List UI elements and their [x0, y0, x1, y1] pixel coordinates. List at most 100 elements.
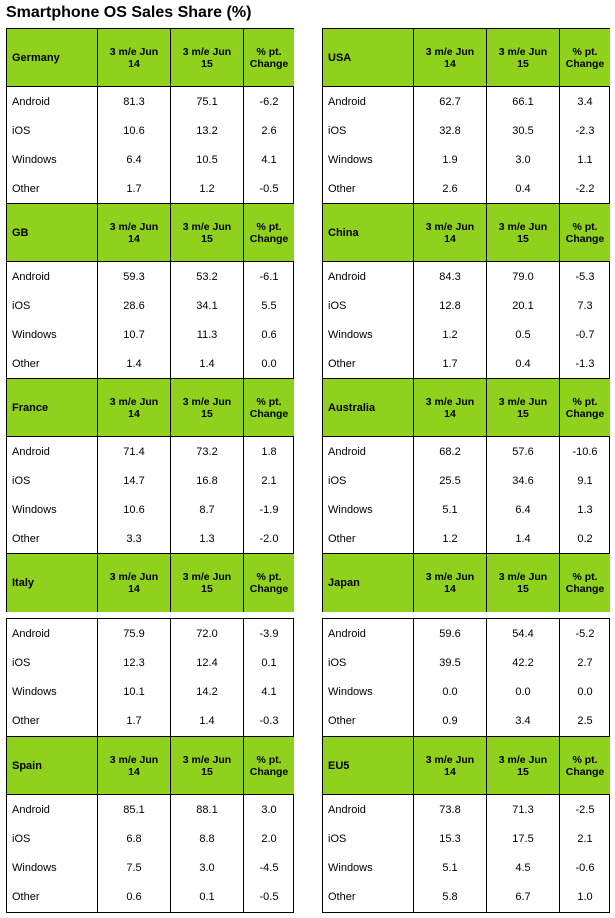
country-name: France: [7, 379, 98, 437]
table-body-germany: Android 81.3 75.1 -6.2 iOS 10.6 13.2 2.6 Windows…: [6, 86, 294, 205]
table-cell: 2.6: [414, 174, 487, 204]
table-header-usa: USA 3 m/e Jun 14 3 m/e Jun 15% pt. Change: [322, 28, 610, 87]
row-label: iOS: [7, 291, 98, 321]
table-cell: 53.2: [171, 262, 244, 292]
table-cell: 6.7: [487, 882, 560, 912]
table-cell: 13.2: [171, 116, 244, 146]
table-header-france: France 3 m/e Jun 14 3 m/e Jun 15% pt. Chan…: [6, 378, 294, 437]
row-label: Android: [323, 795, 414, 825]
row-label: Windows: [323, 853, 414, 883]
table-cell: 3.0: [487, 145, 560, 175]
row-label: iOS: [323, 466, 414, 496]
table-cell: -1.3: [575, 358, 595, 371]
table-cell: 79.0: [487, 262, 560, 292]
column-header: 3 m/e Jun 15: [487, 554, 560, 612]
table-cell: 3.4: [487, 706, 560, 736]
table-body-italy: Android 75.9 72.0 -3.9 iOS 12.3 12.4 0.1 Windows…: [6, 618, 294, 737]
country-name: Australia: [323, 379, 414, 437]
table-cell: 59.3: [98, 262, 171, 292]
row-label: iOS: [7, 116, 98, 146]
table-cell: 75.1: [171, 87, 244, 117]
table-cell: 0.2: [577, 533, 593, 546]
table-cell: 0.1: [261, 656, 277, 669]
table-cell: -0.7: [575, 329, 595, 342]
country-name: EU5: [323, 737, 414, 795]
country-name: Italy: [7, 554, 98, 612]
table-cell: 8.7: [171, 495, 244, 525]
table-cell: 1.2: [414, 524, 487, 554]
table-cell: 88.1: [171, 795, 244, 825]
table-cell: 1.4: [171, 706, 244, 736]
table-cell: 2.1: [577, 832, 593, 845]
row-label: Windows: [7, 853, 98, 883]
table-body-usa: Android 62.7 66.1 3.4 iOS 32.8 30.5 -2.3 Windows…: [322, 86, 610, 205]
column-header: 3 m/e Jun 14: [98, 29, 171, 87]
table-cell: 71.4: [98, 437, 171, 467]
table-header-germany: Germany 3 m/e Jun 14 3 m/e Jun 15% pt. Cha…: [6, 28, 294, 87]
country-name: Spain: [7, 737, 98, 795]
table-header-spain: Spain 3 m/e Jun 14 3 m/e Jun 15% pt. Chang…: [6, 736, 294, 795]
table-cell: 34.1: [171, 291, 244, 321]
page-title: Smartphone OS Sales Share (%): [6, 4, 252, 21]
country-name: Germany: [7, 29, 98, 87]
column-header: % pt. Change: [244, 29, 294, 87]
table-cell: -6.1: [259, 270, 279, 283]
table-cell: 0.6: [98, 882, 171, 912]
row-label: Android: [323, 437, 414, 467]
row-label: iOS: [323, 291, 414, 321]
table-cell: 1.7: [414, 349, 487, 379]
row-label: Other: [323, 706, 414, 736]
table-body-france: Android 71.4 73.2 1.8 iOS 14.7 16.8 2.1 Windows 1…: [6, 436, 294, 555]
column-header: 3 m/e Jun 14: [414, 204, 487, 262]
table-cell: 1.1: [577, 154, 593, 167]
table-cell: 14.2: [171, 677, 244, 707]
row-label: Other: [323, 174, 414, 204]
table-cell: 1.3: [171, 524, 244, 554]
table-cell: 11.3: [171, 320, 244, 350]
table-cell: 20.1: [487, 291, 560, 321]
table-cell: 39.5: [414, 648, 487, 678]
table-cell: 1.7: [98, 706, 171, 736]
row-label: Other: [323, 524, 414, 554]
table-cell: 2.1: [261, 474, 277, 487]
column-header: 3 m/e Jun 15: [171, 379, 244, 437]
column-header: 3 m/e Jun 14: [98, 204, 171, 262]
table-cell: 5.5: [261, 299, 277, 312]
table-cell: -0.5: [259, 183, 279, 196]
table-cell: 75.9: [98, 619, 171, 649]
table-cell: 0.0: [414, 677, 487, 707]
table-cell: 2.7: [577, 656, 593, 669]
table-cell: 1.8: [261, 445, 277, 458]
table-header-eu5: EU5 3 m/e Jun 14 3 m/e Jun 15% pt. Change: [322, 736, 610, 795]
row-label: Windows: [7, 495, 98, 525]
row-label: Other: [323, 349, 414, 379]
table-cell: 4.5: [487, 853, 560, 883]
table-cell: 2.5: [577, 715, 593, 728]
table-cell: 85.1: [98, 795, 171, 825]
table-cell: 3.0: [171, 853, 244, 883]
table-cell: 0.4: [487, 174, 560, 204]
table-cell: 2.6: [261, 124, 277, 137]
row-label: iOS: [323, 648, 414, 678]
table-body-gb: Android 59.3 53.2 -6.1 iOS 28.6 34.1 5.5 Windows…: [6, 261, 294, 380]
table-cell: -2.5: [575, 803, 595, 816]
table-cell: -1.9: [259, 504, 279, 517]
country-name: Japan: [323, 554, 414, 612]
column-header: 3 m/e Jun 14: [98, 737, 171, 795]
row-label: Android: [7, 619, 98, 649]
table-cell: 1.2: [171, 174, 244, 204]
table-cell: -0.3: [259, 715, 279, 728]
table-cell: 34.6: [487, 466, 560, 496]
table-cell: 7.5: [98, 853, 171, 883]
table-cell: 59.6: [414, 619, 487, 649]
row-label: Other: [7, 349, 98, 379]
table-body-spain: Android 85.1 88.1 3.0 iOS 6.8 8.8 2.0 Windows 7.5…: [6, 794, 294, 913]
table-header-italy: Italy 3 m/e Jun 14 3 m/e Jun 15% pt. Chang…: [6, 553, 294, 612]
row-label: iOS: [7, 824, 98, 854]
column-header: 3 m/e Jun 14: [414, 554, 487, 612]
table-cell: 9.1: [577, 474, 593, 487]
table-cell: 81.3: [98, 87, 171, 117]
column-header: 3 m/e Jun 15: [171, 204, 244, 262]
row-label: Windows: [323, 145, 414, 175]
row-label: Android: [323, 87, 414, 117]
